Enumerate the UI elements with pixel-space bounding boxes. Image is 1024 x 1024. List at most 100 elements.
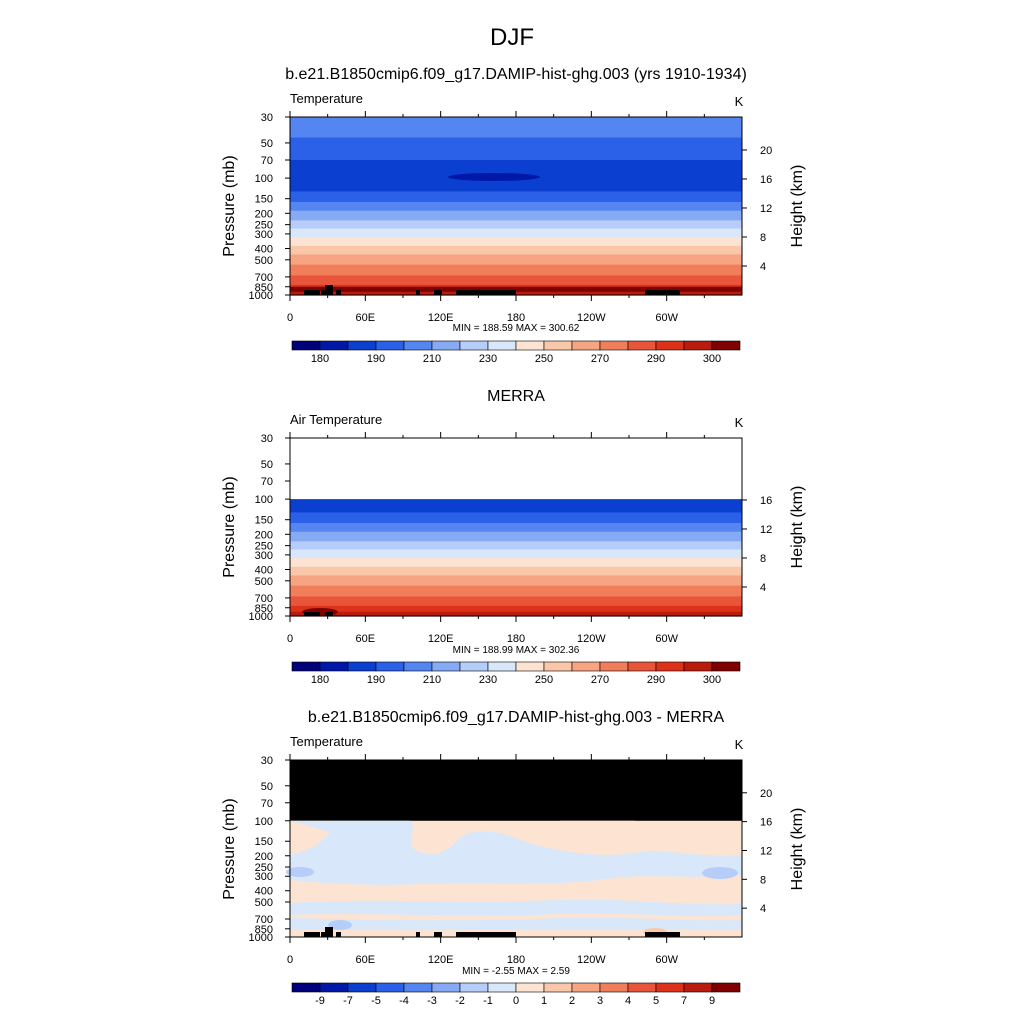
colorbar-box (431, 982, 461, 993)
colorbar-label: 9 (709, 995, 715, 1007)
contour-band (290, 275, 742, 286)
colorbar-box (683, 661, 713, 672)
y-tick-label: 250 (255, 862, 273, 874)
colorbar-box (459, 982, 489, 993)
y-tick-label: 150 (255, 194, 273, 206)
topography-mask (325, 285, 333, 290)
colorbar-label: 5 (653, 995, 659, 1007)
units-label: K (735, 94, 744, 109)
contour-band (290, 228, 742, 238)
colorbar-box (711, 982, 741, 993)
colorbar-box (375, 340, 405, 351)
variable-label: Temperature (290, 734, 363, 749)
colorbar-box (403, 982, 433, 993)
topography-mask (304, 290, 320, 295)
y-tick-label: 50 (261, 138, 273, 150)
contour-band (290, 137, 742, 161)
colorbar-box (683, 982, 713, 993)
contour-band (290, 286, 742, 292)
colorbar-label: 2 (569, 995, 575, 1007)
variable-label: Air Temperature (290, 412, 382, 427)
y2-tick-label: 12 (760, 845, 772, 857)
contour-band (290, 531, 742, 542)
colorbar-label: -3 (427, 995, 437, 1007)
colorbar-label: 290 (647, 353, 665, 365)
colorbar-label: 270 (591, 674, 609, 686)
figure-title: DJF (490, 24, 534, 51)
colorbar-box (543, 661, 573, 672)
y2-tick-label: 20 (760, 788, 772, 800)
colorbar-box (515, 661, 545, 672)
colorbar-box (431, 661, 461, 672)
x-tick-label: 120E (428, 954, 454, 966)
colorbar-box (347, 982, 377, 993)
topography-mask (304, 932, 320, 937)
colorbar-box (627, 661, 657, 672)
y-tick-label: 150 (255, 515, 273, 527)
x-tick-label: 60E (356, 954, 376, 966)
y-tick-label: 400 (255, 243, 273, 255)
contour-band (290, 605, 742, 613)
y2-tick-label: 4 (760, 903, 766, 915)
negative-anomaly-region (702, 867, 738, 879)
y-tick-label: 400 (255, 564, 273, 576)
contour-band (290, 541, 742, 551)
x-tick-label: 120W (577, 954, 606, 966)
contour-band (290, 191, 742, 203)
colorbar-box (571, 661, 601, 672)
colorbar-label: 300 (703, 674, 721, 686)
x-tick-label: 180 (507, 954, 525, 966)
colorbar-box (487, 340, 517, 351)
colorbar-box (599, 982, 629, 993)
contour-band (290, 117, 742, 139)
contour-band (290, 245, 742, 256)
contour-band (290, 596, 742, 607)
colorbar-box (319, 340, 349, 351)
colorbar-box (515, 340, 545, 351)
colorbar: 180 190 210 230 250 270 290 300 (291, 340, 741, 365)
y-tick-label: 1000 (249, 932, 273, 944)
y-tick-label: 100 (255, 173, 273, 185)
contour-band (290, 549, 742, 559)
colorbar-box (599, 340, 629, 351)
x-tick-label: 180 (507, 633, 525, 645)
y-tick-label: 500 (255, 255, 273, 267)
min-max-stats: MIN = 188.59 MAX = 300.62 (453, 323, 580, 334)
x-tick-label: 60E (356, 633, 376, 645)
y-tick-label: 100 (255, 494, 273, 506)
colorbar-box (291, 982, 321, 993)
min-max-stats: MIN = -2.55 MAX = 2.59 (462, 966, 570, 977)
y-tick-label: 400 (255, 886, 273, 898)
colorbar-label: -2 (455, 995, 465, 1007)
contour-band (290, 575, 742, 587)
colorbar-label: 250 (535, 353, 553, 365)
topography-mask (325, 612, 333, 616)
contour-band (290, 512, 742, 524)
panel-title: MERRA (487, 388, 545, 405)
x-tick-label: 60W (655, 312, 678, 324)
topography-mask (434, 932, 442, 937)
y-tick-label: 700 (255, 914, 273, 926)
y2-tick-label: 4 (760, 261, 766, 273)
negative-anomaly-region (290, 917, 742, 930)
topography-mask (336, 932, 341, 937)
contour-band (290, 160, 742, 179)
colorbar-box (403, 661, 433, 672)
colorbar-label: -9 (315, 995, 325, 1007)
colorbar-label: 210 (423, 674, 441, 686)
colorbar-box (431, 340, 461, 351)
topography-mask (434, 290, 442, 295)
y-axis-label: Pressure (mb) (221, 155, 238, 256)
y-tick-label: 850 (255, 282, 273, 294)
x-tick-label: 0 (287, 954, 293, 966)
x-tick-label: 0 (287, 633, 293, 645)
y2-tick-label: 8 (760, 553, 766, 565)
y-tick-label: 70 (261, 155, 273, 167)
x-tick-label: 120E (428, 312, 454, 324)
units-label: K (735, 737, 744, 752)
topography-mask (304, 612, 320, 616)
y-tick-label: 700 (255, 593, 273, 605)
negative-anomaly-region (286, 867, 314, 877)
variable-label: Temperature (290, 91, 363, 106)
